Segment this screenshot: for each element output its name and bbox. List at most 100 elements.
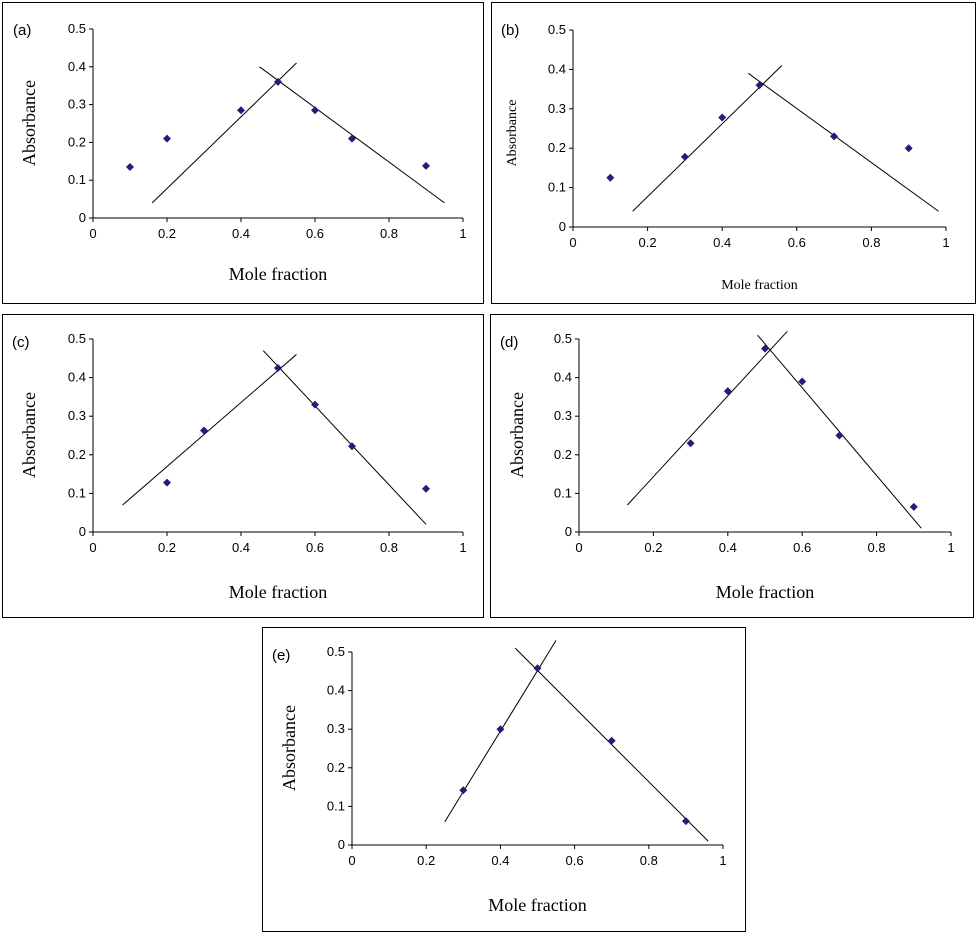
x-tick-label: 0.6 <box>566 853 584 868</box>
x-tick-label: 0.2 <box>639 235 657 250</box>
x-tick-label: 0 <box>575 540 582 555</box>
data-point <box>761 344 769 353</box>
y-tick-label: 0 <box>565 524 572 539</box>
y-tick-label: 0 <box>338 837 345 852</box>
chart-panel-c: 0 0.1 0.2 0.3 0.4 0.5 0 0.2 0.4 0.6 0.8 1 Mole fract… <box>2 314 484 618</box>
y-tick-label: 0.5 <box>548 22 566 37</box>
panel-label: (c) <box>12 334 30 351</box>
data-point <box>422 161 430 170</box>
y-axis-label: Absorbance <box>505 100 520 167</box>
data-point <box>606 173 615 182</box>
fit-line <box>626 330 788 506</box>
data-point <box>200 426 208 435</box>
data-point <box>607 736 616 745</box>
data-point <box>422 484 430 493</box>
y-tick-label: 0.2 <box>554 447 572 462</box>
x-tick-label: 0.4 <box>719 540 737 555</box>
y-tick-label: 0.1 <box>68 172 86 187</box>
y-axis-label: Absorbance <box>19 80 39 166</box>
y-tick-label: 0.3 <box>327 721 345 736</box>
chart-svg: 0 0.1 0.2 0.3 0.4 0.5 0 0.2 0.4 0.6 0.8 1 Mole fract… <box>13 21 467 284</box>
x-tick-label: 0.8 <box>862 235 880 250</box>
y-tick-label: 0.5 <box>327 644 345 659</box>
y-tick-label: 0.1 <box>554 485 572 500</box>
x-tick-label: 0.2 <box>158 540 176 555</box>
data-point <box>718 113 727 122</box>
x-axis-label: Mole fraction <box>488 895 586 915</box>
chart-svg: 0 0.1 0.2 0.3 0.4 0.5 0 0.2 0.4 0.6 0.8 1 Mole fract… <box>12 331 467 602</box>
y-tick-label: 0.4 <box>68 59 86 74</box>
data-point <box>163 478 171 487</box>
panel-label: (b) <box>501 22 519 39</box>
data-point <box>904 144 913 153</box>
x-tick-label: 0.2 <box>644 540 662 555</box>
fit-line <box>262 350 427 525</box>
panel-label: (e) <box>272 647 290 664</box>
x-tick-label: 0.6 <box>788 235 806 250</box>
y-tick-label: 0.1 <box>548 180 566 195</box>
x-axis-label: Mole fraction <box>229 582 327 602</box>
fit-line <box>748 72 939 212</box>
x-tick-label: 1 <box>947 540 954 555</box>
y-tick-label: 0.4 <box>554 370 572 385</box>
x-tick-label: 1 <box>459 540 466 555</box>
data-point <box>798 377 807 386</box>
x-tick-label: 0.4 <box>713 235 731 250</box>
y-tick-label: 0.2 <box>327 760 345 775</box>
data-point <box>909 502 918 511</box>
data-point <box>533 664 542 673</box>
x-tick-label: 0.2 <box>417 853 435 868</box>
x-tick-label: 0.8 <box>640 853 658 868</box>
x-tick-label: 0.8 <box>868 540 886 555</box>
chart-panel-e: 0 0.1 0.2 0.3 0.4 0.5 0 0.2 0.4 0.6 0.8 1 Mole fract… <box>262 627 746 932</box>
data-point <box>126 162 134 171</box>
x-tick-label: 0 <box>89 226 96 241</box>
chart-svg: 0 0.1 0.2 0.3 0.4 0.5 0 0.2 0.4 0.6 0.8 1 Mole fract… <box>500 330 955 602</box>
panel-label: (d) <box>500 334 518 351</box>
x-tick-label: 0 <box>348 853 355 868</box>
x-axis-label: Mole fraction <box>229 264 327 284</box>
data-point <box>348 442 356 451</box>
data-point <box>274 77 282 86</box>
y-tick-label: 0.2 <box>548 140 566 155</box>
y-tick-label: 0.5 <box>68 331 86 346</box>
data-point <box>311 400 319 409</box>
y-tick-label: 0.3 <box>68 97 86 112</box>
fit-line <box>632 65 783 212</box>
y-tick-label: 0.1 <box>327 798 345 813</box>
data-point <box>755 81 764 90</box>
x-tick-label: 1 <box>459 226 466 241</box>
chart-svg: 0 0.1 0.2 0.3 0.4 0.5 0 0.2 0.4 0.6 0.8 1 Mole fract… <box>501 22 950 293</box>
x-axis-label: Mole fraction <box>716 582 814 602</box>
x-tick-label: 0.6 <box>306 540 324 555</box>
data-point <box>680 152 689 161</box>
x-tick-label: 0.6 <box>306 226 324 241</box>
data-point <box>681 817 690 826</box>
chart-panel-b: 0 0.1 0.2 0.3 0.4 0.5 0 0.2 0.4 0.6 0.8 1 Mole fract… <box>491 2 976 304</box>
x-tick-label: 0.4 <box>491 853 509 868</box>
data-point <box>723 387 732 396</box>
x-tick-label: 0 <box>89 540 96 555</box>
data-point <box>830 132 839 141</box>
chart-panel-d: 0 0.1 0.2 0.3 0.4 0.5 0 0.2 0.4 0.6 0.8 1 Mole fract… <box>490 314 974 618</box>
y-tick-label: 0.5 <box>68 21 86 36</box>
data-point <box>459 786 468 795</box>
y-axis-label: Absorbance <box>507 392 527 478</box>
data-point <box>835 431 844 440</box>
y-axis-label: Absorbance <box>279 705 299 791</box>
x-tick-label: 0 <box>569 235 576 250</box>
x-tick-label: 0.4 <box>232 226 250 241</box>
data-point <box>274 363 282 372</box>
fit-line <box>122 354 297 506</box>
y-tick-label: 0.2 <box>68 447 86 462</box>
x-tick-label: 0.4 <box>232 540 250 555</box>
y-tick-label: 0.3 <box>554 408 572 423</box>
y-tick-label: 0.4 <box>548 61 566 76</box>
data-point <box>311 106 319 115</box>
x-axis-label: Mole fraction <box>721 278 798 293</box>
fit-line <box>151 62 297 204</box>
chart-panel-a: 0 0.1 0.2 0.3 0.4 0.5 0 0.2 0.4 0.6 0.8 1 Mole fract… <box>2 2 484 304</box>
y-tick-label: 0 <box>79 524 86 539</box>
y-tick-label: 0.1 <box>68 485 86 500</box>
data-point <box>237 106 245 115</box>
